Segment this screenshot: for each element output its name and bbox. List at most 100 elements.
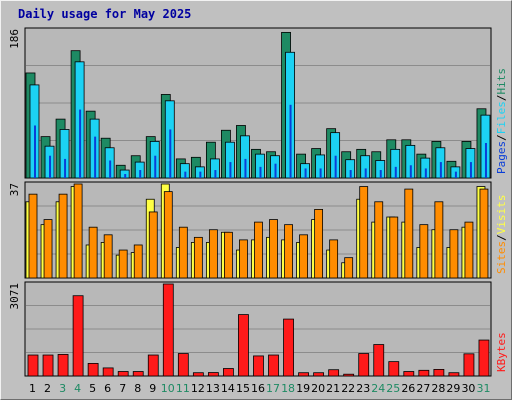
bar-hits-pages-9: [154, 155, 157, 178]
bar-hits-pages-26: [409, 165, 412, 178]
bar-hits-pages-12: [199, 171, 202, 178]
legend-entry: Files: [495, 101, 508, 134]
bar-hits-pages-5: [94, 136, 97, 178]
bar-visits-sites-20: [314, 209, 324, 279]
panel-kbytes: 3071 KBytes: [8, 281, 508, 377]
bar-visits-sites-15: [239, 239, 248, 279]
bar-kbytes-kbytes-27: [418, 369, 430, 377]
bar-kbytes-kbytes-26: [403, 371, 415, 377]
bar-hits-pages-28: [439, 162, 442, 178]
bar-visits-sites-11: [178, 226, 188, 279]
bar-kbytes-kbytes-23: [358, 353, 370, 377]
day-label-10: 10: [161, 382, 175, 395]
x-axis-day-labels: 1 2 3 4 5 6 7 8 9 10 11 12 13 14 15 16 17 18 19 20 21 22 23 24 2…: [29, 382, 490, 395]
bar-hits-pages-6: [109, 160, 112, 178]
bar-kbytes-kbytes-6: [102, 367, 114, 377]
legend-hits: Pages/Files/Hits: [495, 68, 508, 174]
legend-entry: Pages: [495, 141, 508, 174]
bar-kbytes-kbytes-2: [42, 354, 54, 377]
day-label-5: 5: [89, 382, 96, 395]
bar-visits-sites-4: [73, 183, 83, 279]
bar-kbytes-kbytes-29: [448, 372, 460, 377]
bar-visits-sites-31: [479, 188, 489, 279]
day-label-2: 2: [44, 382, 51, 395]
bar-kbytes-kbytes-3: [57, 354, 69, 377]
day-label-9: 9: [149, 382, 156, 395]
day-label-6: 6: [104, 382, 111, 395]
bar-hits-pages-7: [124, 174, 127, 178]
bar-hits-pages-2: [49, 155, 52, 178]
bar-hits-pages-8: [139, 170, 142, 178]
bar-hits-pages-14: [229, 162, 232, 178]
bar-hits-pages-11: [184, 171, 187, 178]
bar-visits-sites-6: [103, 234, 113, 279]
bar-kbytes-kbytes-20: [313, 372, 325, 377]
legend-visits: Sites/Visits: [495, 195, 508, 275]
day-label-7: 7: [119, 382, 126, 395]
bar-visits-sites-1: [28, 193, 38, 279]
day-label-31: 31: [476, 382, 490, 395]
bar-visits-sites-25: [389, 216, 399, 279]
legend-entry: /: [495, 234, 508, 241]
bar-hits-pages-16: [259, 166, 262, 178]
day-label-11: 11: [176, 382, 190, 395]
bar-hits-pages-19: [304, 168, 307, 178]
bar-kbytes-kbytes-25: [388, 361, 400, 377]
day-label-23: 23: [356, 382, 370, 395]
bar-visits-sites-9: [148, 211, 158, 279]
bar-kbytes-kbytes-8: [132, 371, 144, 377]
bar-visits-sites-3: [58, 193, 68, 279]
bar-hits-pages-17: [274, 163, 277, 178]
day-label-25: 25: [386, 382, 400, 395]
bar-visits-sites-17: [269, 219, 278, 279]
bar-hits-pages-31: [484, 142, 487, 178]
day-label-17: 17: [266, 382, 280, 395]
legend-entry: /: [495, 95, 508, 102]
day-label-21: 21: [326, 382, 340, 395]
bar-kbytes-kbytes-15: [238, 314, 249, 377]
bar-visits-sites-21: [329, 239, 339, 279]
day-label-1: 1: [29, 382, 36, 395]
y-max-label-visits: 37: [8, 183, 21, 196]
chart-title: Daily usage for May 2025: [18, 7, 191, 21]
bar-kbytes-kbytes-12: [192, 372, 204, 377]
bar-visits-sites-8: [133, 244, 143, 279]
bar-hits-pages-10: [169, 129, 172, 178]
day-label-24: 24: [371, 382, 385, 395]
bar-hits-pages-15: [244, 158, 247, 178]
bar-kbytes-kbytes-11: [177, 353, 189, 377]
bar-kbytes-kbytes-17: [268, 354, 279, 377]
legend-entry: KBytes: [495, 332, 508, 372]
legend-entry: Hits: [495, 68, 508, 95]
bar-visits-sites-19: [299, 234, 308, 279]
bar-visits-sites-2: [43, 219, 53, 279]
bar-visits-sites-24: [374, 201, 384, 279]
bar-visits-sites-13: [208, 229, 218, 279]
bar-visits-sites-27: [419, 224, 429, 279]
bar-hits-pages-3: [64, 158, 67, 178]
bar-hits-pages-22: [349, 170, 352, 178]
bar-hits-pages-1: [34, 125, 36, 178]
bar-visits-sites-12: [193, 236, 203, 279]
bar-hits-pages-20: [319, 168, 322, 178]
day-label-12: 12: [191, 382, 205, 395]
day-label-28: 28: [431, 382, 445, 395]
bar-kbytes-kbytes-30: [463, 353, 475, 377]
bar-kbytes-kbytes-13: [207, 372, 219, 377]
day-label-3: 3: [59, 382, 66, 395]
bar-kbytes-kbytes-22: [343, 373, 355, 377]
day-label-26: 26: [401, 382, 415, 395]
bar-kbytes-kbytes-16: [253, 355, 264, 377]
bar-kbytes-kbytes-7: [117, 371, 129, 377]
bar-hits-pages-21: [334, 155, 337, 178]
day-label-19: 19: [296, 382, 310, 395]
day-label-30: 30: [461, 382, 475, 395]
day-label-14: 14: [221, 382, 235, 395]
day-label-15: 15: [236, 382, 250, 395]
bar-kbytes-kbytes-9: [147, 354, 159, 377]
day-label-13: 13: [206, 382, 220, 395]
legend-entry: Visits: [495, 195, 508, 235]
bar-visits-sites-26: [404, 188, 414, 279]
